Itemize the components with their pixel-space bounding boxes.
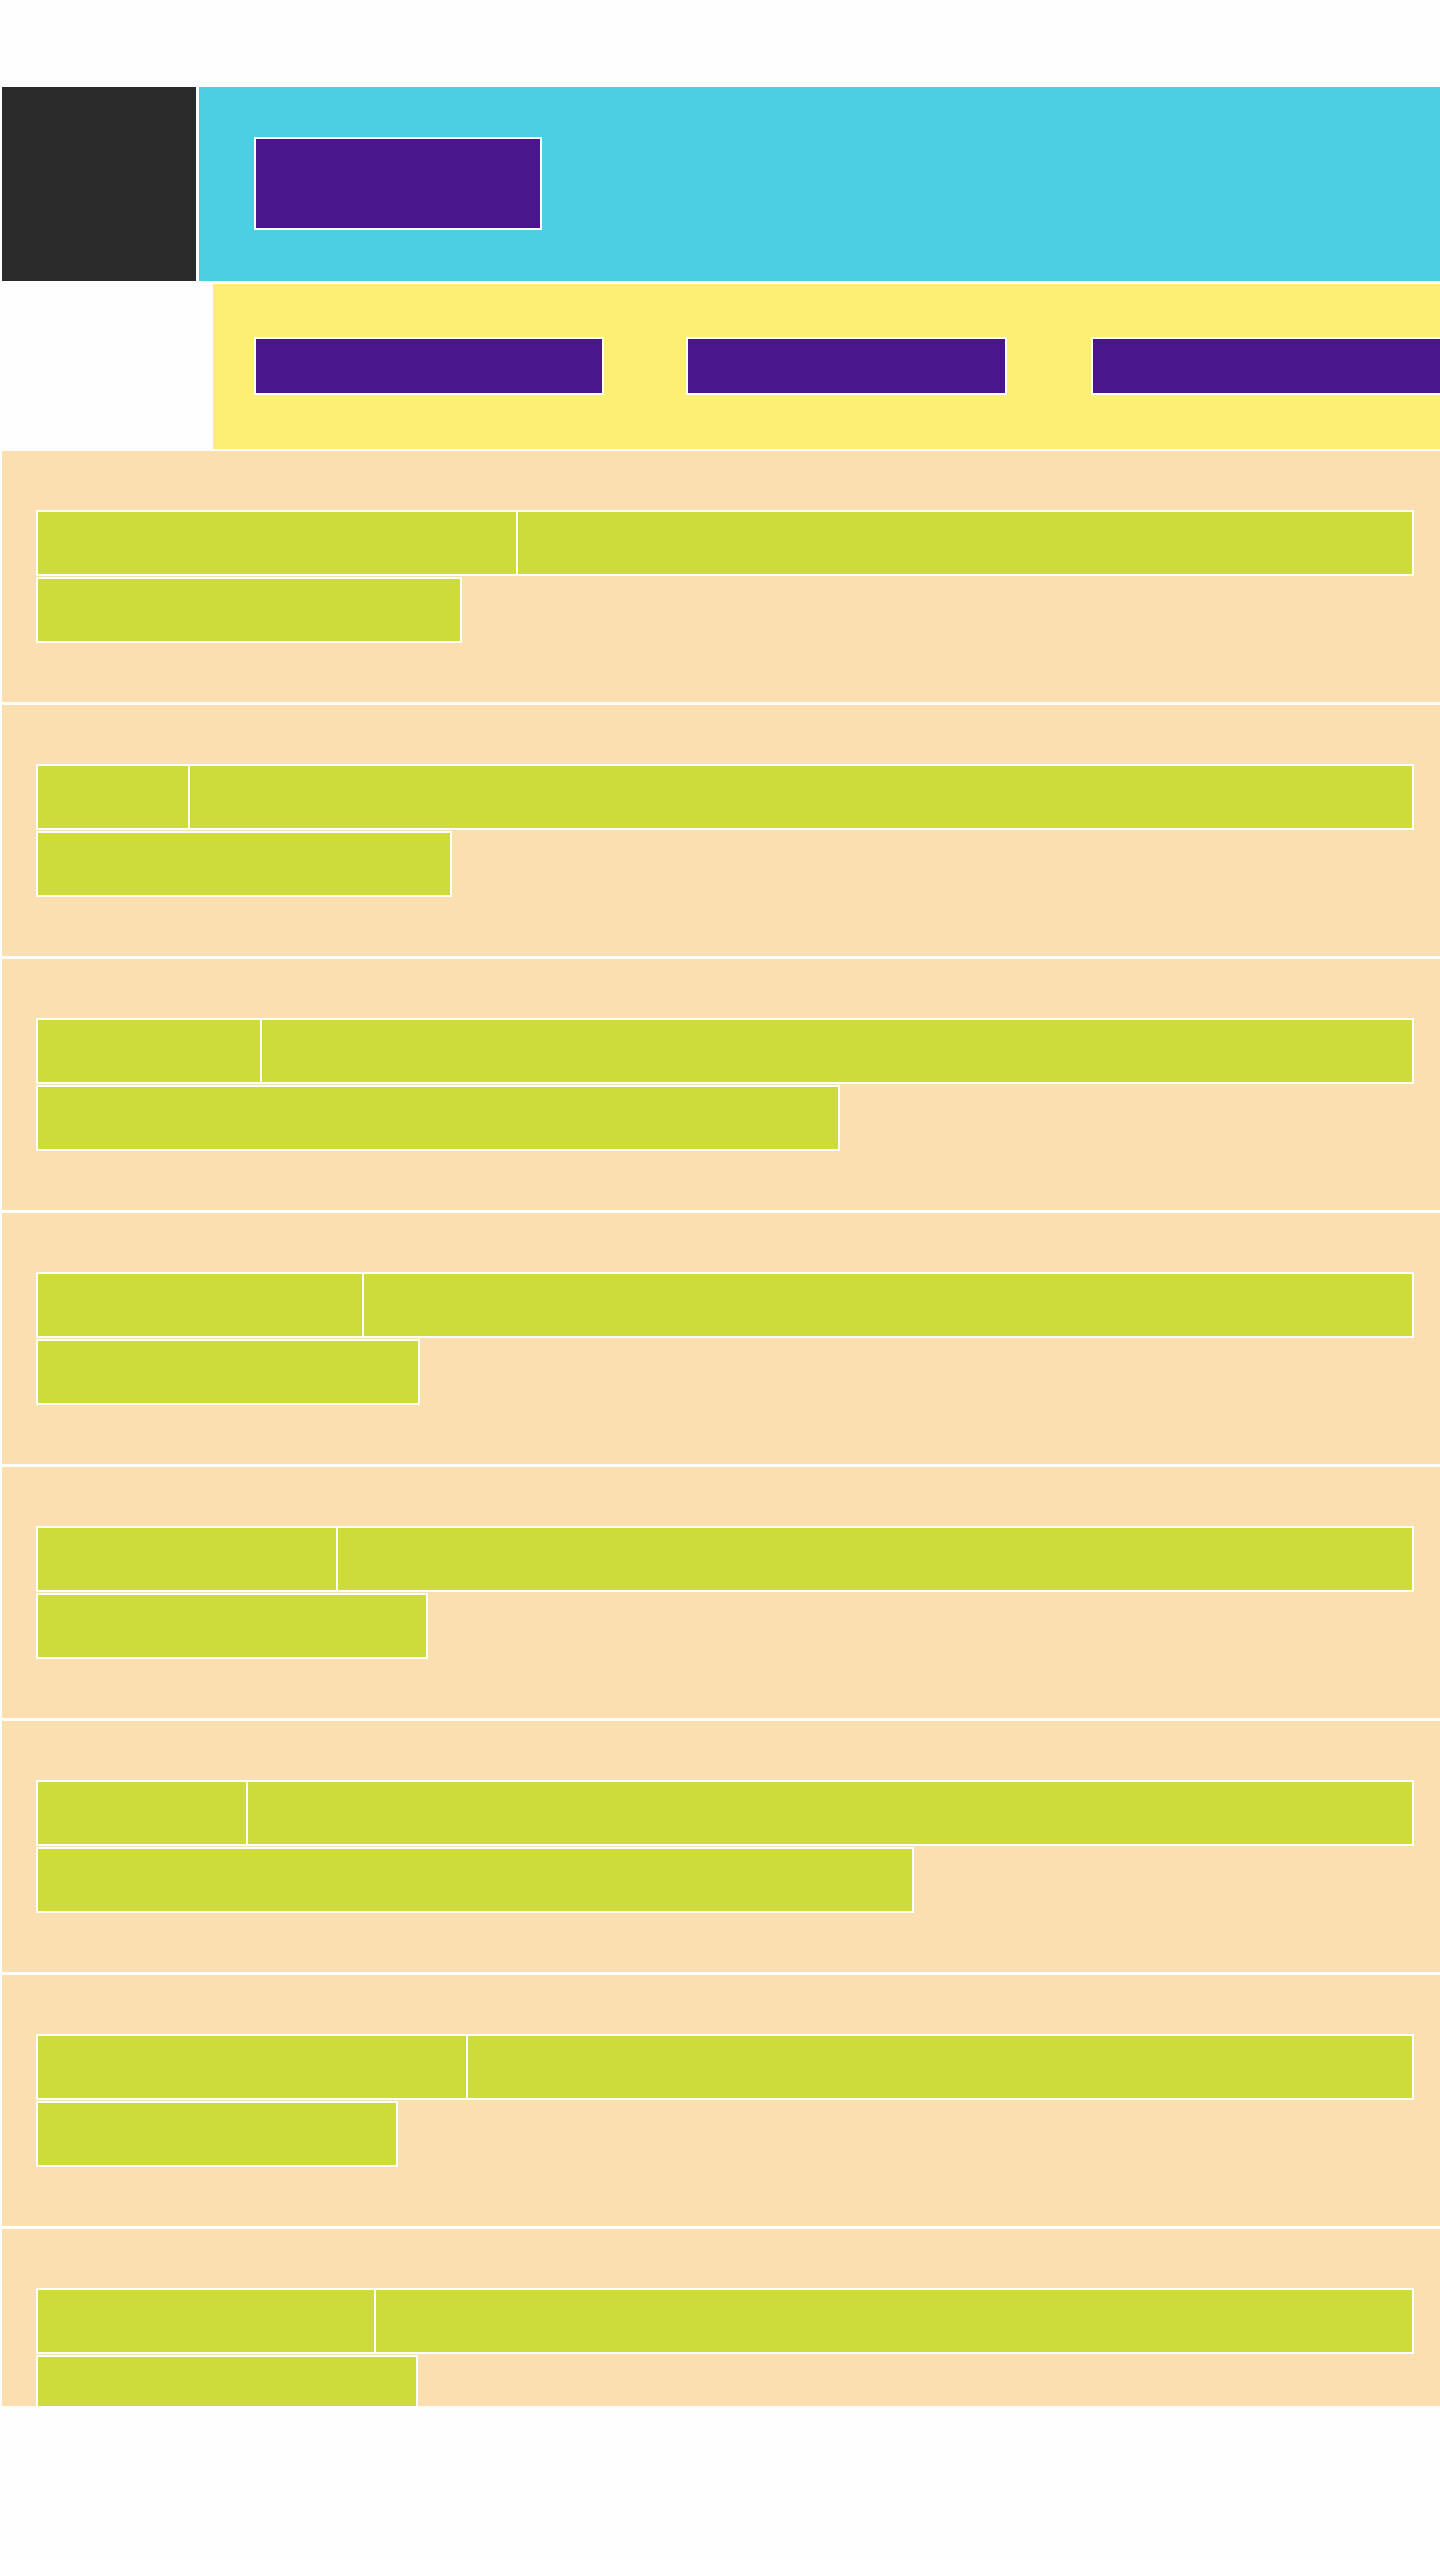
item-detail[interactable]	[36, 1593, 428, 1659]
nav-item-1[interactable]	[254, 337, 604, 395]
item-detail[interactable]	[36, 1847, 914, 1913]
list-item	[2, 451, 1440, 702]
item-detail[interactable]	[36, 831, 452, 897]
header-primary-button[interactable]	[254, 137, 542, 230]
list-item	[2, 2229, 1440, 2406]
item-label[interactable]	[36, 2034, 468, 2100]
item-detail[interactable]	[36, 2355, 418, 2406]
item-label[interactable]	[36, 1526, 338, 1592]
item-list	[2, 451, 1440, 2406]
item-detail[interactable]	[36, 2101, 398, 2167]
item-value[interactable]	[466, 2034, 1414, 2100]
list-item	[2, 1975, 1440, 2226]
item-detail[interactable]	[36, 1339, 420, 1405]
item-label[interactable]	[36, 764, 190, 830]
item-value[interactable]	[336, 1526, 1414, 1592]
list-item	[2, 959, 1440, 1210]
item-detail[interactable]	[36, 1085, 840, 1151]
item-label[interactable]	[36, 1272, 364, 1338]
item-value[interactable]	[362, 1272, 1414, 1338]
item-label[interactable]	[36, 1018, 262, 1084]
item-value[interactable]	[516, 510, 1414, 576]
item-label[interactable]	[36, 1780, 248, 1846]
item-label[interactable]	[36, 2288, 376, 2354]
list-item	[2, 1721, 1440, 1972]
item-detail[interactable]	[36, 577, 462, 643]
list-item	[2, 1213, 1440, 1464]
item-value[interactable]	[374, 2288, 1414, 2354]
item-label[interactable]	[36, 510, 518, 576]
nav-item-3[interactable]	[1091, 337, 1440, 395]
list-item	[2, 1467, 1440, 1718]
item-value[interactable]	[188, 764, 1414, 830]
item-value[interactable]	[260, 1018, 1414, 1084]
item-value[interactable]	[246, 1780, 1414, 1846]
list-item	[2, 705, 1440, 956]
nav-item-2[interactable]	[686, 337, 1007, 395]
logo[interactable]	[2, 87, 196, 281]
